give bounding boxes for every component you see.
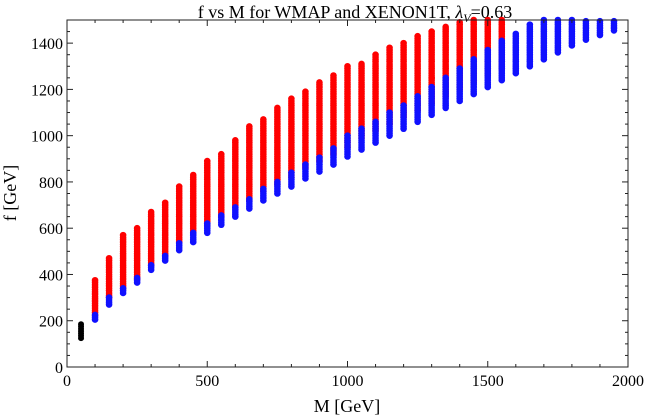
y-tick-label: 1400	[31, 36, 63, 53]
data-point-red	[217, 150, 225, 158]
data-point-red	[330, 72, 337, 79]
data-point-red	[91, 276, 99, 284]
y-tick-label: 800	[39, 175, 63, 192]
data-point-red	[105, 254, 113, 262]
data-point-blue	[400, 102, 407, 109]
data-point-red	[288, 95, 295, 102]
data-point-blue	[217, 212, 225, 219]
chart-title: f vs M for WMAP and XENON1T, λV=0.63	[198, 2, 512, 25]
data-point-red	[470, 46, 478, 54]
data-point-blue	[260, 185, 267, 193]
data-point-blue	[428, 83, 435, 91]
data-point-blue	[582, 17, 590, 25]
data-point-blue	[105, 294, 113, 301]
data-point-black	[78, 321, 85, 328]
data-point-blue	[91, 311, 99, 319]
data-point-blue	[498, 37, 506, 45]
data-point-red	[232, 136, 239, 144]
data-point-blue	[414, 93, 421, 100]
data-point-blue	[470, 56, 478, 63]
data-point-red	[442, 23, 449, 31]
tick-labels-layer: 0 500 1000 1500 2000 0 200 400 600 800 1000 1200 140…	[31, 36, 644, 390]
x-tick-label: 1500	[472, 373, 504, 390]
data-point-blue	[344, 132, 351, 139]
data-point-blue	[330, 145, 337, 152]
data-point-red	[372, 51, 379, 58]
data-point-blue	[512, 30, 520, 38]
data-point-red	[203, 157, 211, 165]
data-point-red	[414, 32, 421, 40]
data-point-red	[316, 79, 323, 86]
data-point-blue	[302, 161, 309, 168]
y-tick-label: 200	[39, 314, 63, 331]
data-point-red	[400, 39, 407, 47]
data-point-red	[133, 224, 141, 232]
data-point-blue	[316, 154, 323, 161]
data-point-red	[302, 88, 309, 96]
data-point-blue	[288, 169, 295, 176]
data-point-blue	[610, 17, 618, 25]
data-point-blue	[175, 239, 183, 247]
y-tick-label: 400	[39, 267, 63, 284]
data-point-blue	[203, 220, 211, 227]
series-red	[91, 16, 506, 319]
data-point-red	[260, 116, 267, 123]
data-point-blue	[456, 65, 464, 72]
data-point-red	[246, 123, 253, 130]
y-tick-label: 600	[39, 221, 63, 238]
data-point-blue	[232, 204, 239, 211]
data-point-blue	[119, 285, 127, 292]
data-point-red	[189, 171, 197, 179]
data-point-blue	[161, 252, 169, 260]
data-point-blue	[274, 178, 281, 186]
x-tick-label: 1000	[332, 373, 364, 390]
data-point-blue	[526, 21, 534, 28]
x-tick-label: 0	[63, 373, 71, 390]
data-point-blue	[386, 109, 393, 116]
points-layer	[78, 16, 618, 342]
data-point-blue	[147, 261, 155, 269]
ticks-layer	[66, 19, 629, 368]
data-point-blue	[358, 125, 365, 133]
data-point-red	[428, 28, 435, 35]
data-point-red	[428, 74, 435, 82]
x-tick-label: 2000	[612, 373, 644, 390]
y-axis-label: f [GeV]	[0, 165, 20, 221]
data-point-red	[344, 62, 351, 70]
data-point-blue	[246, 195, 253, 203]
data-point-blue	[484, 46, 492, 54]
data-point-red	[274, 104, 281, 112]
series-blue	[91, 16, 618, 323]
data-point-red	[119, 231, 127, 239]
data-point-blue	[372, 118, 379, 126]
y-tick-label: 0	[55, 360, 63, 377]
data-point-red	[358, 60, 365, 68]
data-point-red	[386, 44, 393, 52]
series-black	[78, 321, 85, 342]
x-tick-label: 500	[195, 373, 219, 390]
series-red-overlay	[428, 46, 478, 82]
data-point-red	[175, 183, 183, 190]
data-point-blue	[189, 229, 197, 237]
y-tick-label: 1200	[31, 82, 63, 99]
data-point-red	[161, 199, 169, 207]
data-point-blue	[133, 274, 141, 282]
data-point-blue	[442, 74, 449, 82]
x-axis-label: M [GeV]	[314, 396, 380, 416]
data-point-red	[147, 208, 155, 216]
y-tick-label: 1000	[31, 129, 63, 146]
